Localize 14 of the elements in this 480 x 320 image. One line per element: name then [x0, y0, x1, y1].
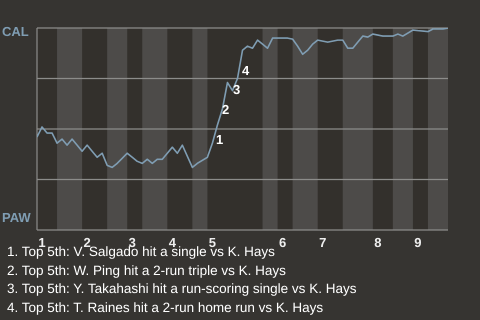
- x-tick-label: 2: [84, 235, 91, 250]
- annotation: 4: [242, 63, 250, 78]
- annotation: 3: [233, 82, 240, 97]
- x-tick-label: 7: [319, 235, 326, 250]
- text: CAL: [2, 24, 29, 39]
- x-tick-label: 9: [414, 235, 422, 250]
- x-tick-label: 8: [374, 235, 382, 250]
- text: PAW: [2, 210, 31, 225]
- annotation: 2: [222, 102, 230, 117]
- annotation: 1: [216, 132, 224, 147]
- text: 4. Top 5th: T. Raines hit a 2-run home run vs K. Hays: [7, 298, 324, 317]
- x-tick-label: 6: [278, 235, 286, 250]
- text: 2. Top 5th: W. Ping hit a 2-run triple vs K. Hays: [7, 262, 287, 280]
- text: 3. Top 5th: Y. Takahashi hit a run-scoring single vs K. Hays: [7, 280, 356, 298]
